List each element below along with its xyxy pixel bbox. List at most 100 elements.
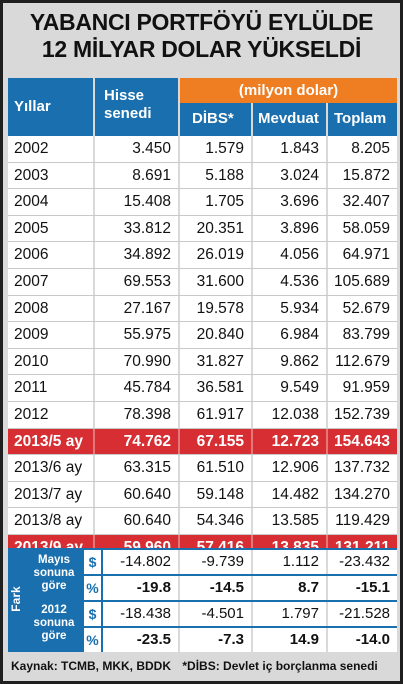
cell-mevduat: 3.696: [280, 193, 319, 211]
fark-cell-mevduat: 1.797: [281, 605, 319, 622]
header-dibs: DİBS*: [192, 110, 234, 127]
cell-toplam: 8.205: [351, 140, 390, 157]
table-row: 2003 8.691 5.188 3.024 15.872: [8, 162, 397, 190]
fark-section: Fark Mayıs sonuna göre $ -14.802 -9.739 1.112-…: [8, 548, 397, 652]
cell-hisse: 55.975: [123, 326, 171, 344]
fark-cell-toplam: -14.0: [355, 631, 390, 648]
table-row: 2013/6 ay 63.315 61.510 12.906 137.732: [8, 455, 397, 482]
cell-toplam: 154.643: [333, 432, 390, 450]
cell-year: 2008: [14, 299, 49, 317]
cell-year: 2010: [14, 352, 49, 370]
cell-dibs: 67.155: [196, 432, 244, 450]
cell-mevduat: 4.536: [280, 272, 319, 290]
table-row: 2008 27.167 19.578 5.934 52.679: [8, 295, 397, 323]
cell-dibs: 19.578: [196, 299, 244, 317]
footer: Kaynak: TCMB, MKK, BDDK *DİBS: Devlet iç…: [8, 655, 397, 677]
cell-hisse: 69.553: [123, 272, 171, 290]
cell-mevduat: 12.723: [271, 432, 319, 450]
cell-hisse: 34.892: [123, 246, 171, 264]
fark-group-label-line: Mayıs: [38, 554, 70, 566]
table-row: 2007 69.553 31.600 4.536 105.689: [8, 268, 397, 296]
fark-group-label-line: sonuna: [33, 567, 75, 579]
table-header: (milyon dolar) Yıllar Hisse senedi DİBS*…: [8, 78, 397, 136]
cell-toplam: 52.679: [342, 299, 390, 317]
cell-year: 2013/8 ay: [14, 512, 83, 530]
header-mevduat: Mevduat: [258, 110, 319, 127]
cell-year: 2006: [14, 246, 49, 264]
cell-dibs: 36.581: [196, 379, 244, 397]
cell-hisse: 33.812: [123, 219, 171, 237]
cell-toplam: 32.407: [342, 193, 390, 211]
unit-note: (milyon dolar): [180, 78, 397, 103]
fark-cell-dibs: -14.5: [209, 579, 244, 596]
title-line-2: 12 MİLYAR DOLAR YÜKSELDİ: [41, 36, 362, 62]
cell-toplam: 112.679: [335, 352, 390, 370]
cell-dibs: 26.019: [196, 246, 244, 264]
cell-hisse: 27.167: [123, 299, 171, 317]
cell-hisse: 60.640: [123, 512, 171, 530]
cell-toplam: 83.799: [342, 326, 390, 344]
cell-year: 2003: [14, 166, 49, 184]
cell-mevduat: 4.056: [280, 246, 319, 264]
fark-row-pct: -23.5 -7.3 14.9 -14.0: [103, 628, 397, 652]
cell-mevduat: 3.896: [280, 219, 319, 237]
cell-dibs: 31.600: [196, 272, 244, 290]
table-row: 2011 45.784 36.581 9.549 91.959: [8, 375, 397, 402]
cell-year: 2011: [14, 379, 48, 397]
table-row: 2002 3.450 1.579 1.843 8.205: [8, 136, 397, 163]
cell-toplam: 134.270: [333, 485, 390, 503]
cell-year: 2007: [14, 272, 49, 290]
footer-note: *DİBS: Devlet iç borçlanma senedi: [182, 659, 378, 673]
fark-cell-hisse: -23.5: [136, 631, 171, 648]
dollar-symbol: $: [84, 550, 101, 574]
fark-group-label-line: göre: [41, 580, 67, 592]
cell-mevduat: 3.024: [280, 166, 319, 184]
header-hisse: Hisse senedi: [104, 87, 152, 123]
cell-dibs: 20.840: [196, 326, 244, 344]
cell-mevduat: 5.934: [280, 299, 319, 317]
cell-year: 2013/7 ay: [14, 485, 83, 503]
fark-group-label: 2012 sonuna göre: [26, 604, 82, 643]
cell-hisse: 78.398: [123, 405, 171, 423]
cell-toplam: 64.971: [342, 246, 390, 264]
cell-toplam: 91.959: [342, 379, 390, 397]
cell-hisse: 3.450: [132, 140, 171, 157]
cell-year: 2002: [14, 140, 49, 157]
fark-cell-toplam: -15.1: [355, 579, 390, 596]
table-row: 2005 33.812 20.351 3.896 58.059: [8, 215, 397, 243]
cell-mevduat: 9.549: [280, 379, 319, 397]
cell-mevduat: 14.482: [271, 485, 319, 503]
fark-cell-mevduat: 8.7: [298, 579, 319, 596]
cell-year: 2005: [14, 219, 49, 237]
cell-dibs: 61.510: [196, 459, 244, 477]
fark-row-usd: -14.802 -9.739 1.112 -23.432: [103, 550, 397, 574]
fark-cell-dibs: -9.739: [201, 553, 244, 570]
fark-group-label: Mayıs sonuna göre: [26, 554, 82, 593]
percent-symbol: %: [84, 628, 101, 652]
cell-dibs: 61.917: [196, 405, 244, 423]
fark-group-label-line: göre: [41, 630, 67, 642]
cell-year: 2012: [14, 405, 49, 423]
table-row: 2013/8 ay 60.640 54.346 13.585 119.429: [8, 508, 397, 535]
cell-year: 2013/6 ay: [14, 459, 83, 477]
header-years: Yıllar: [14, 98, 51, 115]
fark-cell-dibs: -4.501: [201, 605, 244, 622]
fark-label-text: Fark: [9, 586, 23, 612]
dollar-symbol: $: [84, 602, 101, 626]
cell-toplam: 119.429: [335, 512, 390, 530]
cell-hisse: 63.315: [123, 459, 171, 477]
cell-mevduat: 9.862: [280, 352, 319, 370]
cell-hisse: 15.408: [123, 193, 171, 211]
cell-hisse: 74.762: [123, 432, 171, 450]
cell-mevduat: 6.984: [280, 326, 319, 344]
title-line-1: YABANCI PORTFÖYÜ EYLÜLDE: [29, 9, 374, 35]
cell-mevduat: 12.906: [271, 459, 319, 477]
fark-cell-toplam: -23.432: [339, 553, 390, 570]
cell-toplam: 105.689: [333, 272, 390, 290]
footer-source: Kaynak: TCMB, MKK, BDDK: [11, 659, 172, 673]
cell-dibs: 5.188: [205, 166, 244, 184]
header-toplam: Toplam: [334, 110, 387, 127]
highlight-row: 2013/5 ay 74.762 67.155 12.723 154.643: [8, 428, 397, 456]
percent-symbol: %: [84, 576, 101, 600]
cell-toplam: 15.872: [342, 166, 390, 184]
